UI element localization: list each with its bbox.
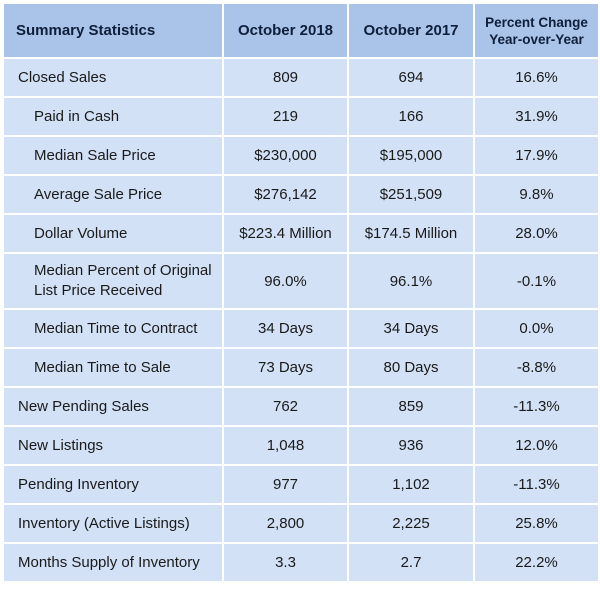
row-label: New Pending Sales [4,388,222,425]
cell-october-2017: 2,225 [349,505,473,542]
cell-october-2018: 219 [224,98,347,135]
cell-october-2018: 96.0% [224,254,347,308]
table-row: Median Sale Price $230,000 $195,000 17.9… [4,137,598,174]
cell-october-2018: 1,048 [224,427,347,464]
cell-percent-change: 31.9% [475,98,598,135]
summary-statistics-table-container: Summary Statistics October 2018 October … [2,2,598,583]
cell-october-2018: 762 [224,388,347,425]
row-label: Pending Inventory [4,466,222,503]
cell-percent-change: 12.0% [475,427,598,464]
header-percent-change-line2: Year-over-Year [489,31,584,47]
header-row: Summary Statistics October 2018 October … [4,4,598,57]
cell-october-2017: $195,000 [349,137,473,174]
cell-october-2017: 34 Days [349,310,473,347]
cell-october-2017: 2.7 [349,544,473,581]
cell-october-2017: 694 [349,59,473,96]
cell-percent-change: -11.3% [475,466,598,503]
table-row: New Pending Sales 762 859 -11.3% [4,388,598,425]
header-october-2017: October 2017 [349,4,473,57]
cell-october-2018: $223.4 Million [224,215,347,252]
summary-statistics-table: Summary Statistics October 2018 October … [2,2,600,583]
cell-october-2017: 1,102 [349,466,473,503]
row-label: Median Sale Price [4,137,222,174]
cell-percent-change: 28.0% [475,215,598,252]
row-label: Inventory (Active Listings) [4,505,222,542]
row-label: New Listings [4,427,222,464]
cell-october-2018: 2,800 [224,505,347,542]
row-label: Months Supply of Inventory [4,544,222,581]
cell-percent-change: 22.2% [475,544,598,581]
row-label: Closed Sales [4,59,222,96]
cell-october-2017: 166 [349,98,473,135]
cell-october-2018: 34 Days [224,310,347,347]
cell-october-2018: $276,142 [224,176,347,213]
row-label: Average Sale Price [4,176,222,213]
row-label: Median Time to Sale [4,349,222,386]
cell-october-2018: 73 Days [224,349,347,386]
table-row: Median Percent of Original List Price Re… [4,254,598,308]
header-percent-change-line1: Percent Change [485,14,588,30]
table-row: New Listings 1,048 936 12.0% [4,427,598,464]
table-row: Dollar Volume $223.4 Million $174.5 Mill… [4,215,598,252]
cell-october-2018: $230,000 [224,137,347,174]
table-row: Median Time to Contract 34 Days 34 Days … [4,310,598,347]
cell-percent-change: 25.8% [475,505,598,542]
header-percent-change: Percent Change Year-over-Year [475,4,598,57]
cell-october-2017: 936 [349,427,473,464]
header-summary-statistics: Summary Statistics [4,4,222,57]
table-row: Median Time to Sale 73 Days 80 Days -8.8… [4,349,598,386]
cell-percent-change: -0.1% [475,254,598,308]
table-row: Months Supply of Inventory 3.3 2.7 22.2% [4,544,598,581]
header-october-2018: October 2018 [224,4,347,57]
cell-october-2017: 859 [349,388,473,425]
cell-percent-change: -8.8% [475,349,598,386]
cell-october-2018: 3.3 [224,544,347,581]
cell-october-2017: 80 Days [349,349,473,386]
row-label: Dollar Volume [4,215,222,252]
cell-percent-change: 0.0% [475,310,598,347]
cell-percent-change: 9.8% [475,176,598,213]
table-row: Pending Inventory 977 1,102 -11.3% [4,466,598,503]
row-label: Median Percent of Original List Price Re… [4,254,222,308]
table-row: Paid in Cash 219 166 31.9% [4,98,598,135]
table-row: Inventory (Active Listings) 2,800 2,225 … [4,505,598,542]
cell-october-2017: $174.5 Million [349,215,473,252]
cell-percent-change: 17.9% [475,137,598,174]
table-row: Average Sale Price $276,142 $251,509 9.8… [4,176,598,213]
cell-october-2017: $251,509 [349,176,473,213]
cell-percent-change: -11.3% [475,388,598,425]
cell-october-2018: 977 [224,466,347,503]
table-row: Closed Sales 809 694 16.6% [4,59,598,96]
row-label: Paid in Cash [4,98,222,135]
cell-october-2017: 96.1% [349,254,473,308]
cell-october-2018: 809 [224,59,347,96]
cell-percent-change: 16.6% [475,59,598,96]
row-label: Median Time to Contract [4,310,222,347]
